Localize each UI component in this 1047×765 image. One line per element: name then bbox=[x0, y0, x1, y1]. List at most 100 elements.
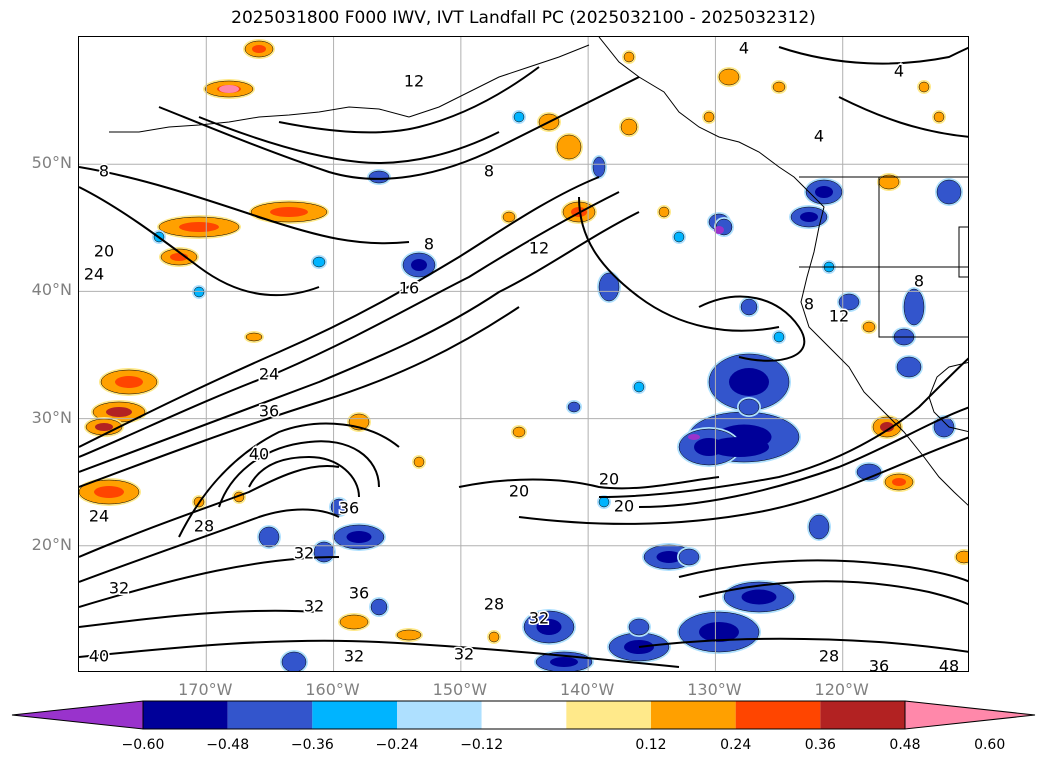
positive-anomaly-region bbox=[862, 321, 876, 333]
coastline-segment bbox=[109, 106, 410, 133]
colorbar-segment bbox=[312, 701, 397, 729]
extreme-negative-core bbox=[714, 226, 724, 234]
longitude-tick-label: 170°W bbox=[178, 680, 233, 699]
positive-anomaly-region bbox=[918, 81, 930, 93]
colorbar-tick-label: −0.60 bbox=[121, 737, 165, 753]
ivt-pc-shading bbox=[79, 39, 968, 671]
iwv-contour-label: 28 bbox=[484, 595, 504, 614]
map-panel[interactable]: 4 4 4 8 8 8 8 8 12 12 12 16 20 20 20 20 24 24 24 28 28 28 32 32… bbox=[78, 36, 969, 672]
iwv-contour-label: 12 bbox=[829, 307, 849, 326]
negative-anomaly-region bbox=[330, 498, 348, 516]
longitude-tick-label: 150°W bbox=[432, 680, 488, 699]
anomaly-core bbox=[656, 551, 682, 563]
positive-anomaly-region bbox=[502, 211, 516, 223]
positive-anomaly-region bbox=[955, 550, 968, 564]
positive-anomaly-region bbox=[620, 118, 638, 136]
negative-anomaly-region bbox=[903, 288, 925, 326]
colorbar-segment bbox=[481, 701, 567, 729]
negative-anomaly-region bbox=[313, 541, 335, 563]
coastline-segment bbox=[958, 226, 968, 278]
iwv-contour-label: 20 bbox=[509, 482, 529, 501]
anomaly-core bbox=[179, 222, 219, 232]
positive-anomaly-region bbox=[718, 68, 740, 86]
colorbar-outline bbox=[142, 700, 906, 730]
iwv-contour-label: 20 bbox=[614, 497, 634, 516]
anomaly-core bbox=[115, 376, 143, 388]
iwv-contour-label: 36 bbox=[339, 499, 359, 518]
iwv-contour-line bbox=[79, 191, 620, 458]
iwv-contour-line bbox=[248, 455, 360, 498]
longitude-tick-label: 140°W bbox=[559, 680, 615, 699]
negative-anomaly-region bbox=[258, 526, 280, 548]
iwv-contour-line bbox=[578, 196, 780, 332]
anomaly-core bbox=[94, 486, 124, 498]
anomaly-core bbox=[411, 259, 427, 271]
negative-anomaly-region bbox=[598, 272, 620, 302]
iwv-contour-label: 16 bbox=[399, 279, 419, 298]
positive-anomaly-region bbox=[933, 111, 945, 123]
negative-anomaly-region bbox=[628, 618, 650, 636]
positive-anomaly-region bbox=[556, 134, 582, 160]
iwv-contour-line bbox=[698, 295, 806, 362]
colorbar-min-extension bbox=[11, 700, 144, 730]
colorbar-segment bbox=[397, 701, 482, 729]
negative-anomaly-region bbox=[312, 256, 326, 268]
latitude-tick-label: 20°N bbox=[31, 534, 72, 554]
anomaly-core bbox=[346, 531, 372, 543]
iwv-contour-line bbox=[518, 436, 968, 525]
iwv-contour-line bbox=[79, 556, 340, 608]
iwv-contour-label: 12 bbox=[404, 72, 424, 91]
iwv-contours bbox=[79, 46, 968, 668]
anomaly-core bbox=[106, 407, 132, 417]
iwv-contour-label: 8 bbox=[914, 272, 924, 291]
longitude-tick-label: 130°W bbox=[687, 680, 742, 699]
iwv-contour-line bbox=[598, 357, 968, 498]
anomaly-core bbox=[800, 212, 818, 222]
negative-anomaly-region bbox=[838, 293, 860, 311]
strong-negative-core bbox=[731, 372, 767, 392]
positive-anomaly-region bbox=[623, 51, 635, 63]
positive-anomaly-region bbox=[703, 111, 715, 123]
anomaly-core bbox=[536, 619, 562, 635]
iwv-contour-line bbox=[79, 639, 680, 668]
colorbar-segment bbox=[735, 701, 821, 729]
colorbar-tick-label: −0.12 bbox=[460, 737, 504, 753]
iwv-contour-label: 40 bbox=[89, 647, 109, 666]
iwv-contour-label: 4 bbox=[739, 39, 749, 58]
anomaly-core bbox=[880, 422, 894, 432]
coastline-segment bbox=[598, 37, 968, 506]
iwv-contour-line bbox=[278, 66, 540, 134]
coastline bbox=[109, 37, 968, 506]
iwv-contour-label: 8 bbox=[424, 235, 434, 254]
anomaly-core bbox=[699, 622, 739, 642]
colorbar-segment bbox=[566, 701, 651, 729]
coastline-segment bbox=[408, 44, 590, 118]
negative-anomaly-region bbox=[281, 651, 307, 671]
colorbar-segment bbox=[227, 701, 313, 729]
positive-anomaly-region bbox=[339, 614, 369, 630]
latitude-tick-label: 30°N bbox=[31, 407, 72, 427]
negative-anomaly-region bbox=[678, 548, 700, 566]
iwv-contour-label: 28 bbox=[819, 647, 839, 666]
iwv-contour-line bbox=[79, 465, 340, 558]
positive-anomaly-region bbox=[245, 332, 263, 342]
iwv-contour-label: 36 bbox=[349, 584, 369, 603]
anomaly-core bbox=[95, 423, 113, 431]
negative-anomaly-region bbox=[740, 298, 758, 316]
negative-anomaly-region bbox=[592, 156, 606, 178]
iwv-contour-line bbox=[79, 176, 600, 448]
anomaly-core bbox=[741, 589, 777, 605]
iwv-contour-label: 48 bbox=[939, 657, 959, 673]
iwv-contour-label: 32 bbox=[304, 597, 324, 616]
colorbar-segment bbox=[820, 701, 905, 729]
positive-anomaly-region bbox=[396, 629, 422, 641]
colorbar-tick-label: 0.48 bbox=[889, 737, 921, 753]
negative-anomaly-region bbox=[896, 356, 922, 378]
latitude-tick-label: 40°N bbox=[31, 280, 72, 300]
colorbar-tick-label: 0.36 bbox=[804, 737, 836, 753]
colorbar-tick-label: −0.36 bbox=[290, 737, 334, 753]
iwv-contour-label: 20 bbox=[599, 470, 619, 489]
colorbar-tick-label: −0.24 bbox=[375, 737, 419, 753]
iwv-contour-line bbox=[79, 508, 340, 583]
iwv-contour-label: 8 bbox=[804, 295, 814, 314]
